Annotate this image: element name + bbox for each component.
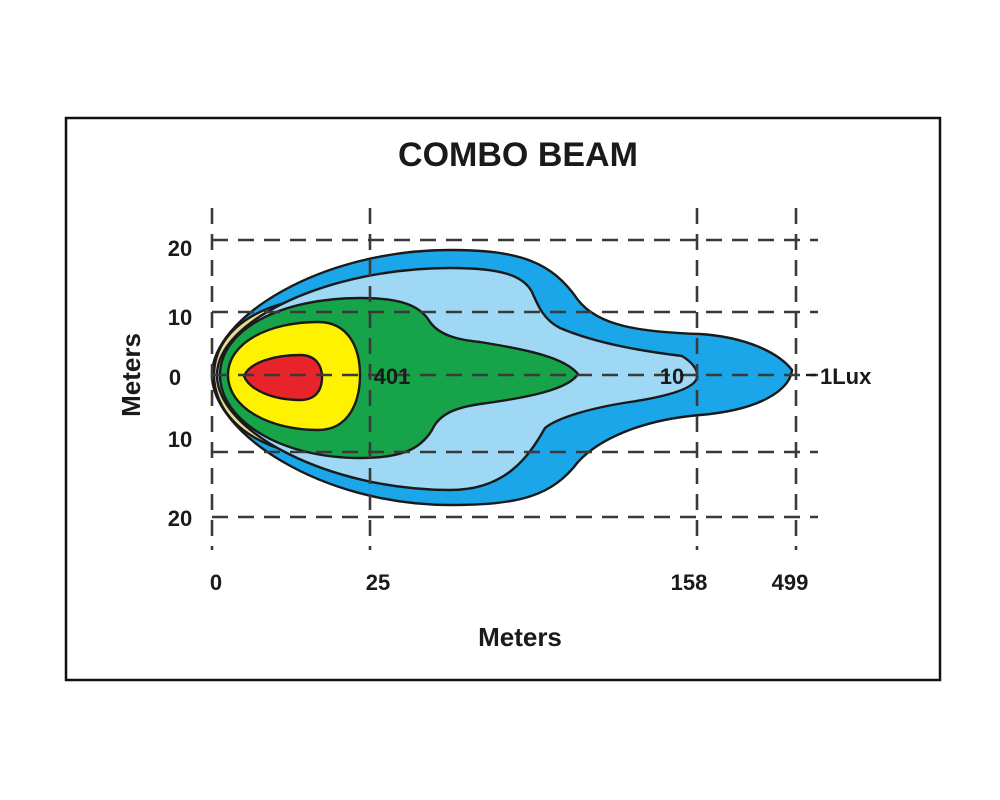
zone-red — [242, 353, 324, 402]
y-tick-label: 20 — [168, 236, 192, 261]
y-axis-title: Meters — [116, 333, 146, 417]
x-tick-label: 0 — [210, 570, 222, 595]
y-ticks: 20 10 0 10 20 — [168, 236, 192, 531]
x-axis-title: Meters — [478, 622, 562, 652]
chart-title: COMBO BEAM — [398, 136, 638, 174]
y-tick-label: 0 — [169, 365, 181, 390]
y-tick-label: 10 — [168, 305, 192, 330]
x-tick-label: 158 — [671, 570, 708, 595]
zone-label-1lux: 1Lux — [820, 364, 872, 389]
zone-label-10: 10 — [660, 364, 684, 389]
zone-label-401: 401 — [374, 364, 411, 389]
x-tick-label: 25 — [366, 570, 390, 595]
grid — [210, 208, 818, 550]
x-tick-label: 499 — [772, 570, 809, 595]
y-tick-label: 10 — [168, 427, 192, 452]
y-tick-label: 20 — [168, 506, 192, 531]
x-ticks: 0 25 158 499 — [210, 570, 808, 595]
